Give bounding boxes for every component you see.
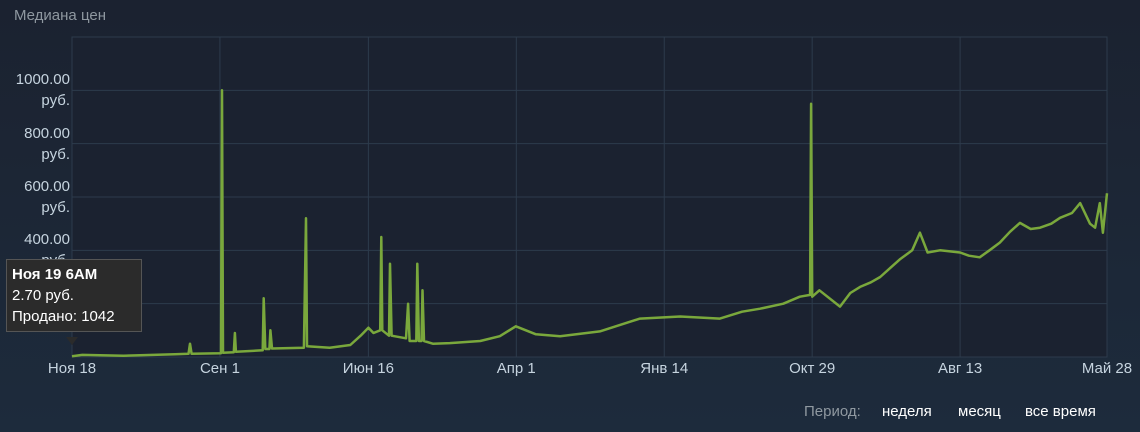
- tooltip: Ноя 19 6AM 2.70 руб. Продано: 1042: [6, 259, 142, 332]
- period-option[interactable]: все время: [1025, 403, 1096, 420]
- x-tick-label: Июн 16: [342, 360, 394, 377]
- x-tick-label: Май 28: [1081, 360, 1133, 377]
- x-tick-label: Янв 14: [640, 360, 689, 377]
- x-tick-label: Авг 13: [937, 360, 983, 377]
- tooltip-sold: Продано: 1042: [12, 308, 115, 325]
- chart-title: Медиана цен: [14, 7, 106, 24]
- period-option[interactable]: месяц: [958, 403, 1001, 420]
- x-tick-label: Апр 1: [496, 360, 536, 377]
- y-tick-label: 800.00 руб.: [24, 124, 70, 163]
- price-line: [71, 89, 1109, 358]
- tooltip-date: Ноя 19 6AM: [12, 266, 98, 283]
- tooltip-arrow: [66, 337, 78, 345]
- period-label: Период:: [804, 403, 861, 420]
- x-tick-label: Ноя 18: [47, 360, 97, 377]
- y-tick-label: 1000.00 руб.: [15, 71, 70, 110]
- period-option[interactable]: неделя: [882, 403, 932, 420]
- x-tick-label: Сен 1: [199, 360, 240, 377]
- x-tick-label: Окт 29: [789, 360, 836, 377]
- tooltip-price: 2.70 руб.: [12, 287, 74, 304]
- y-tick-label: 600.00 руб.: [24, 178, 70, 216]
